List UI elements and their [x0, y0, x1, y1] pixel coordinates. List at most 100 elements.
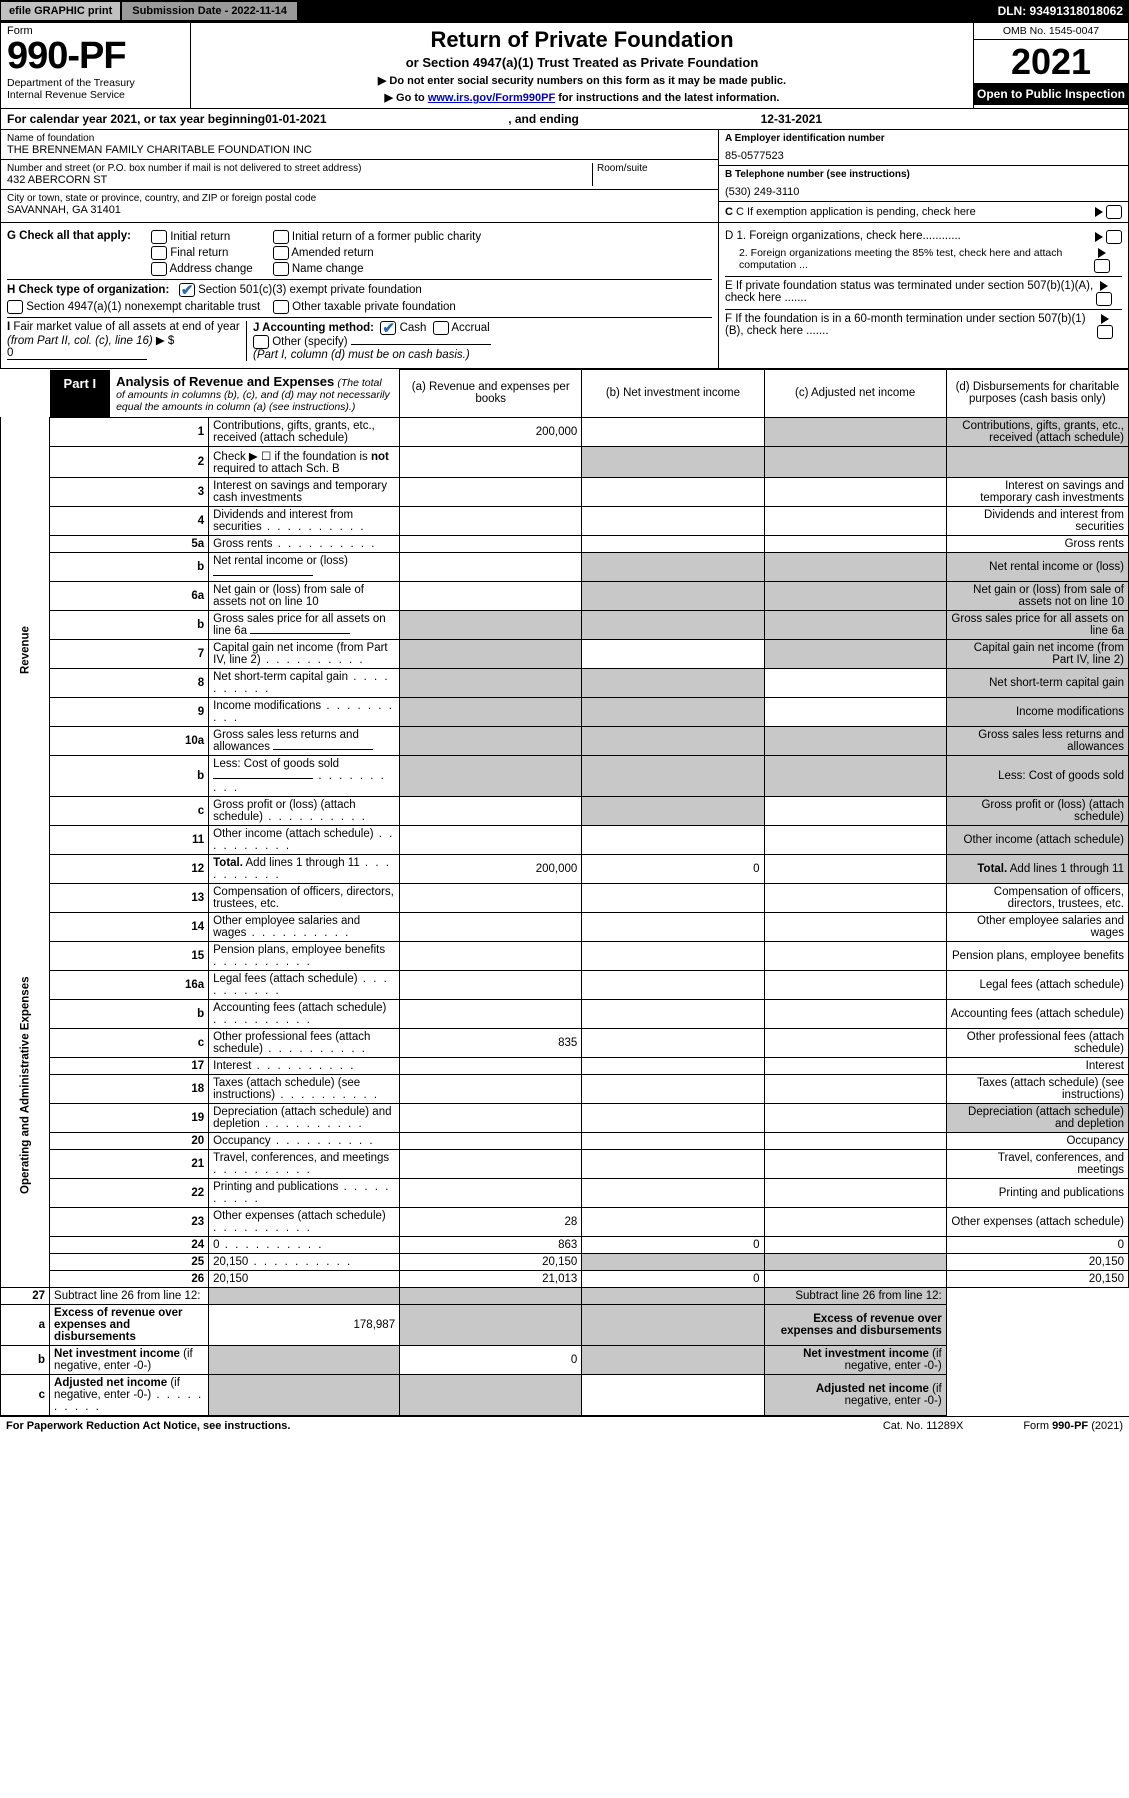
- line-number: 23: [50, 1207, 209, 1236]
- amount-cell: [400, 581, 582, 610]
- efile-print-button[interactable]: efile GRAPHIC print: [0, 1, 121, 21]
- amount-cell: [764, 796, 946, 825]
- col-b-header: (b) Net investment income: [582, 370, 764, 418]
- j-accrual-checkbox[interactable]: [433, 321, 449, 335]
- amount-cell: [582, 446, 764, 477]
- line-desc: Taxes (attach schedule) (see instruction…: [209, 1074, 400, 1103]
- h-501c3-checkbox[interactable]: [179, 283, 195, 297]
- form-ref: Form 990-PF (2021): [1023, 1420, 1123, 1432]
- amount-cell: [582, 506, 764, 535]
- amount-cell: Capital gain net income (from Part IV, l…: [946, 639, 1128, 668]
- line-desc: Travel, conferences, and meetings: [209, 1149, 400, 1178]
- line-number: 5a: [50, 535, 209, 552]
- g-address-checkbox[interactable]: [151, 262, 167, 276]
- col-a-header: (a) Revenue and expenses per books: [400, 370, 582, 418]
- amount-cell: [764, 639, 946, 668]
- amount-cell: Gross profit or (loss) (attach schedule): [946, 796, 1128, 825]
- g-initial-checkbox[interactable]: [151, 230, 167, 244]
- amount-cell: [582, 1103, 764, 1132]
- j-note: (Part I, column (d) must be on cash basi…: [253, 349, 470, 361]
- amount-cell: [400, 825, 582, 854]
- phone: (530) 249-3110: [725, 186, 1122, 198]
- line-desc: Compensation of officers, directors, tru…: [209, 883, 400, 912]
- part1-tab: Part I: [50, 370, 111, 417]
- amount-cell: Net rental income or (loss): [946, 552, 1128, 581]
- amount-cell: Printing and publications: [946, 1178, 1128, 1207]
- h-4947-checkbox[interactable]: [7, 300, 23, 314]
- f-label: F If the foundation is in a 60-month ter…: [725, 313, 1097, 339]
- d2-checkbox[interactable]: [1094, 259, 1110, 273]
- line-desc: Net investment income (if negative, ente…: [50, 1345, 209, 1374]
- line-desc: Depreciation (attach schedule) and deple…: [209, 1103, 400, 1132]
- amount-cell: Legal fees (attach schedule): [946, 970, 1128, 999]
- line-desc: Capital gain net income (from Part IV, l…: [209, 639, 400, 668]
- amount-cell: Other employee salaries and wages: [946, 912, 1128, 941]
- h-other-checkbox[interactable]: [273, 300, 289, 314]
- h-label: H Check type of organization:: [7, 284, 169, 296]
- d1-checkbox[interactable]: [1106, 230, 1122, 244]
- amount-cell: [764, 883, 946, 912]
- amount-cell: [764, 755, 946, 796]
- c-checkbox[interactable]: [1106, 205, 1122, 219]
- line-number: 11: [50, 825, 209, 854]
- dln: DLN: 93491318018062: [998, 4, 1129, 18]
- amount-cell: Interest: [946, 1057, 1128, 1074]
- amount-cell: [400, 639, 582, 668]
- g-amended-checkbox[interactable]: [273, 246, 289, 260]
- f-checkbox[interactable]: [1097, 325, 1113, 339]
- amount-cell: [764, 1074, 946, 1103]
- form-title: Return of Private Foundation: [201, 27, 963, 53]
- amount-cell: [582, 912, 764, 941]
- line-number: 13: [50, 883, 209, 912]
- amount-cell: [582, 697, 764, 726]
- line-desc: Interest on savings and temporary cash i…: [209, 477, 400, 506]
- amount-cell: [582, 552, 764, 581]
- line-number: c: [1, 1374, 50, 1415]
- amount-cell: Net gain or (loss) from sale of assets n…: [946, 581, 1128, 610]
- line-desc: Printing and publications: [209, 1178, 400, 1207]
- amount-cell: [400, 552, 582, 581]
- irs-link[interactable]: www.irs.gov/Form990PF: [428, 92, 555, 104]
- line-number: b: [50, 755, 209, 796]
- line-desc: 20,150: [209, 1270, 400, 1287]
- line-number: 9: [50, 697, 209, 726]
- amount-cell: Dividends and interest from securities: [946, 506, 1128, 535]
- ein-label: A Employer identification number: [725, 133, 1122, 144]
- line-number: 27: [1, 1287, 50, 1304]
- tax-year: 2021: [974, 40, 1128, 83]
- amount-cell: 835: [400, 1028, 582, 1057]
- amount-cell: [582, 999, 764, 1028]
- amount-cell: [582, 668, 764, 697]
- amount-cell: [582, 1287, 764, 1304]
- amount-cell: [582, 796, 764, 825]
- line-number: 25: [50, 1253, 209, 1270]
- line-desc: 20,150: [209, 1253, 400, 1270]
- line-desc: Occupancy: [209, 1132, 400, 1149]
- g-name-checkbox[interactable]: [273, 262, 289, 276]
- city-label: City or town, state or province, country…: [7, 193, 712, 204]
- amount-cell: 0: [400, 1345, 582, 1374]
- submission-date: Submission Date - 2022-11-14: [121, 1, 298, 21]
- line-number: 8: [50, 668, 209, 697]
- line-number: 4: [50, 506, 209, 535]
- amount-cell: [764, 552, 946, 581]
- amount-cell: 863: [400, 1236, 582, 1253]
- line-desc: Net gain or (loss) from sale of assets n…: [209, 581, 400, 610]
- amount-cell: [764, 941, 946, 970]
- options-block: G Check all that apply: Initial return F…: [0, 223, 1129, 369]
- amount-cell: Travel, conferences, and meetings: [946, 1149, 1128, 1178]
- amount-cell: [400, 535, 582, 552]
- address-label: Number and street (or P.O. box number if…: [7, 163, 592, 174]
- amount-cell: [764, 668, 946, 697]
- col-c-header: (c) Adjusted net income: [764, 370, 946, 418]
- e-checkbox[interactable]: [1096, 292, 1112, 306]
- j-other-checkbox[interactable]: [253, 335, 269, 349]
- j-cash-checkbox[interactable]: [380, 321, 396, 335]
- line-number: 18: [50, 1074, 209, 1103]
- line-desc: Excess of revenue over expenses and disb…: [50, 1304, 209, 1345]
- amount-cell: 0: [582, 1236, 764, 1253]
- line-number: 10a: [50, 726, 209, 755]
- g-initial-former-checkbox[interactable]: [273, 230, 289, 244]
- amount-cell: [582, 883, 764, 912]
- g-final-checkbox[interactable]: [151, 246, 167, 260]
